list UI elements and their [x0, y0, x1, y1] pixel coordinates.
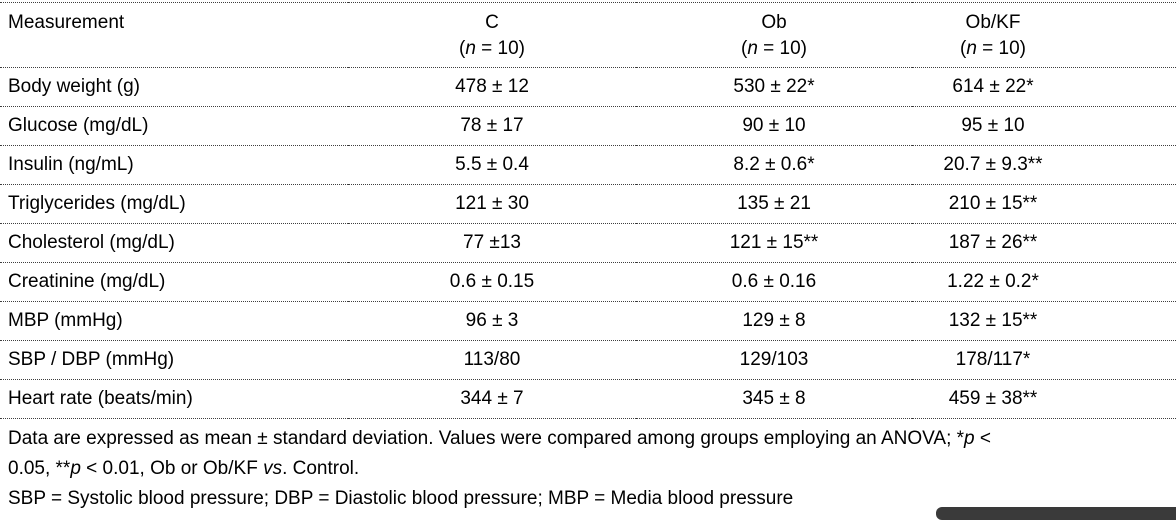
value-c: 78 ± 17: [460, 115, 524, 136]
value-c: 478 ± 12: [455, 76, 529, 97]
value-ob: 121 ± 15**: [729, 232, 819, 253]
row-label: Cholesterol (mg/dL): [8, 232, 175, 253]
value-obkf: 20.7 ± 9.3**: [943, 154, 1043, 175]
value-obkf: 459 ± 38**: [948, 388, 1038, 409]
p-symbol: p: [964, 428, 975, 449]
vs-abbrev: vs: [263, 458, 283, 479]
row-label: Heart rate (beats/min): [8, 388, 193, 409]
value-ob: 129/103: [739, 349, 809, 370]
table-row: Creatinine (mg/dL) 0.6 ± 0.15 0.6 ± 0.16…: [0, 263, 1176, 302]
value-obkf: 210 ± 15**: [948, 193, 1038, 214]
value-c: 113/80: [463, 349, 521, 370]
text-part: Data are expressed as mean ± standard de…: [8, 428, 965, 449]
row-label: MBP (mmHg): [8, 310, 123, 331]
row-label: Insulin (ng/mL): [8, 154, 134, 175]
value-ob: 530 ± 22*: [733, 76, 815, 97]
p-symbol: p: [70, 458, 81, 479]
footnotes: Data are expressed as mean ± standard de…: [0, 424, 1176, 514]
footnote-abbreviations: SBP = Systolic blood pressure; DBP = Dia…: [8, 488, 794, 509]
header-row: Measurement C (n = 10) Ob (n = 10) Ob/KF…: [0, 3, 1176, 68]
table-row: Glucose (mg/dL) 78 ± 17 90 ± 10 95 ± 10: [0, 107, 1176, 146]
table-row: Insulin (ng/mL) 5.5 ± 0.4 8.2 ± 0.6* 20.…: [0, 146, 1176, 185]
row-label: Creatinine (mg/dL): [8, 271, 166, 292]
group-name: Ob: [761, 12, 787, 33]
value-c: 0.6 ± 0.15: [449, 271, 535, 292]
group-sample-size: (n = 10): [912, 38, 1074, 60]
table-row: SBP / DBP (mmHg) 113/80 129/103 178/117*: [0, 341, 1176, 380]
group-sample-size: (n = 10): [636, 38, 912, 60]
value-ob: 345 ± 8: [742, 388, 806, 409]
row-label: Body weight (g): [8, 76, 141, 97]
value-ob: 135 ± 21: [737, 193, 811, 214]
table-row: Heart rate (beats/min) 344 ± 7 345 ± 8 4…: [0, 380, 1176, 419]
text-part: (: [740, 38, 748, 59]
value-obkf: 187 ± 26**: [948, 232, 1038, 253]
text-part: 0.05, **: [8, 458, 71, 479]
value-c: 96 ± 3: [465, 310, 519, 331]
n-symbol: n: [747, 38, 758, 59]
row-label: Glucose (mg/dL): [8, 115, 149, 136]
n-symbol: n: [966, 38, 977, 59]
text-part: = 10): [976, 38, 1027, 59]
text-part: . Control.: [282, 458, 360, 479]
column-header-c: C (n = 10): [348, 3, 636, 68]
row-label: SBP / DBP (mmHg): [8, 349, 175, 370]
table-row: MBP (mmHg) 96 ± 3 129 ± 8 132 ± 15**: [0, 302, 1176, 341]
cropped-artifact-bar: [936, 507, 1176, 520]
value-c: 121 ± 30: [455, 193, 529, 214]
footnote-stats-line1: Data are expressed as mean ± standard de…: [8, 424, 1168, 454]
value-obkf: 95 ± 10: [961, 115, 1025, 136]
table-row: Cholesterol (mg/dL) 77 ±13 121 ± 15** 18…: [0, 224, 1176, 263]
table-row: Body weight (g) 478 ± 12 530 ± 22* 614 ±…: [0, 68, 1176, 107]
value-obkf: 132 ± 15**: [948, 310, 1038, 331]
row-label: Triglycerides (mg/dL): [8, 193, 186, 214]
value-obkf: 178/117*: [955, 349, 1031, 370]
text-part: < 0.01, Ob or Ob/KF: [80, 458, 264, 479]
footnote-stats-line2: 0.05, **p < 0.01, Ob or Ob/KF vs. Contro…: [8, 454, 1168, 484]
text-part: (: [458, 38, 466, 59]
text-part: <: [974, 428, 991, 449]
group-name: Ob/KF: [965, 12, 1021, 33]
value-c: 77 ±13: [463, 232, 521, 253]
text-part: (: [959, 38, 967, 59]
text-part: = 10): [475, 38, 526, 59]
column-header-ob: Ob (n = 10): [636, 3, 912, 68]
n-symbol: n: [465, 38, 476, 59]
text-part: = 10): [757, 38, 808, 59]
value-ob: 129 ± 8: [742, 310, 806, 331]
table-row: Triglycerides (mg/dL) 121 ± 30 135 ± 21 …: [0, 185, 1176, 224]
group-sample-size: (n = 10): [348, 38, 636, 60]
value-c: 5.5 ± 0.4: [455, 154, 529, 175]
value-ob: 90 ± 10: [742, 115, 806, 136]
value-obkf: 1.22 ± 0.2*: [947, 271, 1039, 292]
value-c: 344 ± 7: [460, 388, 524, 409]
column-header-measurement: Measurement: [8, 12, 125, 33]
column-header-obkf: Ob/KF (n = 10): [912, 3, 1176, 68]
value-obkf: 614 ± 22*: [952, 76, 1034, 97]
group-name: C: [485, 12, 499, 33]
value-ob: 8.2 ± 0.6*: [733, 154, 815, 175]
value-ob: 0.6 ± 0.16: [731, 271, 817, 292]
results-table: Measurement C (n = 10) Ob (n = 10) Ob/KF…: [0, 2, 1176, 419]
